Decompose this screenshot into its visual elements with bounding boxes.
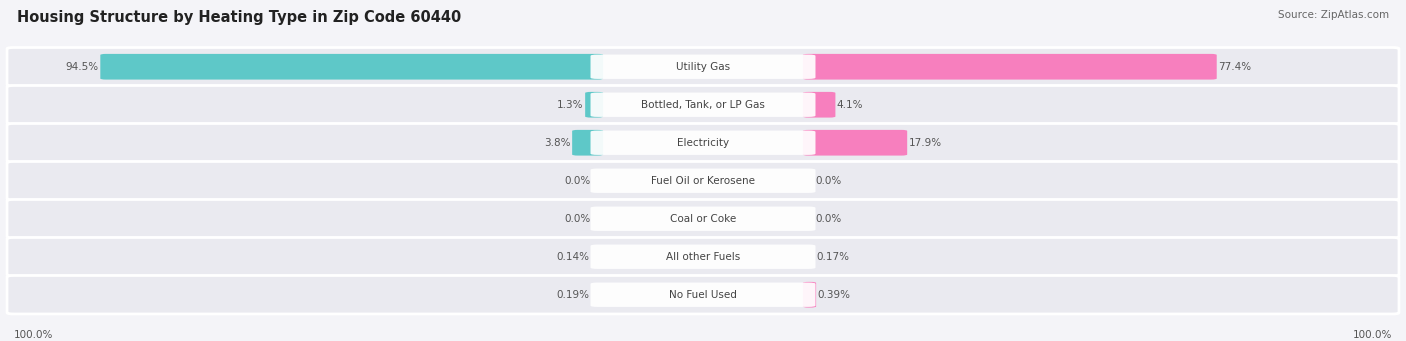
Text: 77.4%: 77.4% [1218, 62, 1251, 72]
FancyBboxPatch shape [7, 237, 1399, 276]
FancyBboxPatch shape [591, 92, 815, 117]
Text: Housing Structure by Heating Type in Zip Code 60440: Housing Structure by Heating Type in Zip… [17, 10, 461, 25]
Text: Utility Gas: Utility Gas [676, 62, 730, 72]
Text: 100.0%: 100.0% [1353, 330, 1392, 340]
FancyBboxPatch shape [591, 207, 815, 231]
Text: 1.3%: 1.3% [557, 100, 583, 110]
Text: 0.0%: 0.0% [564, 176, 591, 186]
FancyBboxPatch shape [803, 54, 1216, 79]
Text: 0.39%: 0.39% [817, 290, 851, 300]
Text: Source: ZipAtlas.com: Source: ZipAtlas.com [1278, 10, 1389, 20]
FancyBboxPatch shape [591, 55, 815, 79]
FancyBboxPatch shape [7, 276, 1399, 314]
Text: 100.0%: 100.0% [14, 330, 53, 340]
Text: Electricity: Electricity [676, 138, 730, 148]
FancyBboxPatch shape [591, 131, 815, 155]
Text: 94.5%: 94.5% [66, 62, 98, 72]
FancyBboxPatch shape [7, 162, 1399, 200]
FancyBboxPatch shape [100, 54, 603, 79]
Text: 4.1%: 4.1% [837, 100, 863, 110]
Text: 0.0%: 0.0% [815, 214, 842, 224]
FancyBboxPatch shape [7, 123, 1399, 162]
Text: Fuel Oil or Kerosene: Fuel Oil or Kerosene [651, 176, 755, 186]
Text: Bottled, Tank, or LP Gas: Bottled, Tank, or LP Gas [641, 100, 765, 110]
Text: 0.19%: 0.19% [557, 290, 589, 300]
Text: 0.14%: 0.14% [557, 252, 589, 262]
FancyBboxPatch shape [803, 92, 835, 118]
Text: 3.8%: 3.8% [544, 138, 571, 148]
FancyBboxPatch shape [7, 199, 1399, 238]
Text: 0.17%: 0.17% [817, 252, 849, 262]
FancyBboxPatch shape [591, 283, 815, 307]
Text: Coal or Coke: Coal or Coke [669, 214, 737, 224]
FancyBboxPatch shape [591, 168, 815, 193]
FancyBboxPatch shape [7, 47, 1399, 86]
Text: No Fuel Used: No Fuel Used [669, 290, 737, 300]
FancyBboxPatch shape [572, 130, 603, 155]
FancyBboxPatch shape [803, 282, 815, 308]
Text: All other Fuels: All other Fuels [666, 252, 740, 262]
FancyBboxPatch shape [803, 130, 907, 155]
Text: 0.0%: 0.0% [564, 214, 591, 224]
Text: 0.0%: 0.0% [815, 176, 842, 186]
FancyBboxPatch shape [591, 244, 815, 269]
FancyBboxPatch shape [585, 92, 603, 118]
Text: 17.9%: 17.9% [908, 138, 942, 148]
FancyBboxPatch shape [7, 86, 1399, 124]
